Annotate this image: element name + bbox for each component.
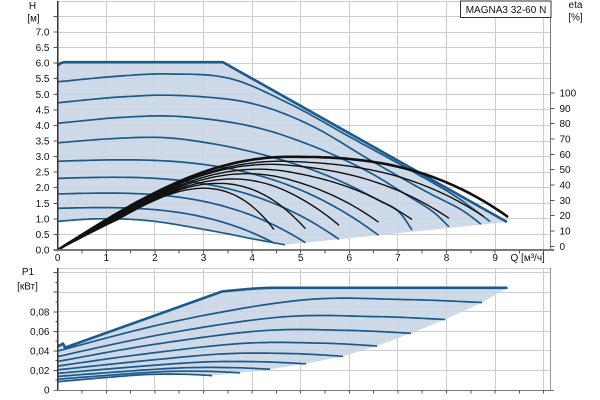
svg-text:1.0: 1.0 — [36, 214, 50, 225]
svg-text:0,06: 0,06 — [30, 327, 50, 338]
svg-text:[кВт]: [кВт] — [17, 282, 38, 293]
svg-text:2.5: 2.5 — [36, 168, 50, 179]
svg-text:1: 1 — [104, 253, 110, 264]
svg-text:30: 30 — [560, 196, 572, 207]
svg-text:100: 100 — [560, 89, 577, 100]
svg-text:2: 2 — [152, 253, 158, 264]
svg-text:0: 0 — [44, 386, 50, 397]
svg-text:60: 60 — [560, 150, 572, 161]
svg-text:40: 40 — [560, 181, 572, 192]
svg-text:5: 5 — [298, 253, 304, 264]
svg-text:[м]: [м] — [27, 14, 40, 25]
svg-text:6: 6 — [347, 253, 353, 264]
svg-text:8: 8 — [444, 253, 450, 264]
svg-text:eta: eta — [569, 0, 583, 11]
svg-text:0,08: 0,08 — [30, 307, 50, 318]
svg-text:3.0: 3.0 — [36, 152, 50, 163]
svg-text:70: 70 — [560, 135, 572, 146]
svg-text:0.5: 0.5 — [36, 230, 50, 241]
svg-text:H: H — [29, 1, 36, 12]
svg-text:9: 9 — [492, 253, 498, 264]
svg-text:6.5: 6.5 — [36, 43, 50, 54]
svg-text:4.5: 4.5 — [36, 105, 50, 116]
svg-text:10: 10 — [560, 227, 572, 238]
svg-text:6.0: 6.0 — [36, 59, 50, 70]
svg-text:MAGNA3 32-60 N: MAGNA3 32-60 N — [466, 5, 547, 16]
svg-text:7.0: 7.0 — [36, 28, 50, 39]
svg-text:0.0: 0.0 — [36, 246, 50, 257]
svg-text:1.5: 1.5 — [36, 199, 50, 210]
svg-text:0,04: 0,04 — [30, 346, 50, 357]
svg-text:2.0: 2.0 — [36, 183, 50, 194]
svg-text:0: 0 — [55, 253, 61, 264]
svg-text:3: 3 — [201, 253, 207, 264]
svg-text:P1: P1 — [22, 267, 35, 278]
svg-text:0: 0 — [560, 242, 566, 253]
svg-text:0,02: 0,02 — [30, 366, 50, 377]
svg-text:80: 80 — [560, 119, 572, 130]
svg-text:90: 90 — [560, 104, 572, 115]
svg-text:4.0: 4.0 — [36, 121, 50, 132]
svg-text:[%]: [%] — [568, 13, 583, 24]
svg-text:50: 50 — [560, 165, 572, 176]
svg-text:7: 7 — [395, 253, 401, 264]
svg-text:5.5: 5.5 — [36, 74, 50, 85]
svg-text:5.0: 5.0 — [36, 90, 50, 101]
svg-text:Q [м³/ч]: Q [м³/ч] — [511, 253, 546, 264]
svg-text:4: 4 — [249, 253, 255, 264]
svg-text:20: 20 — [560, 211, 572, 222]
svg-text:3.5: 3.5 — [36, 137, 50, 148]
